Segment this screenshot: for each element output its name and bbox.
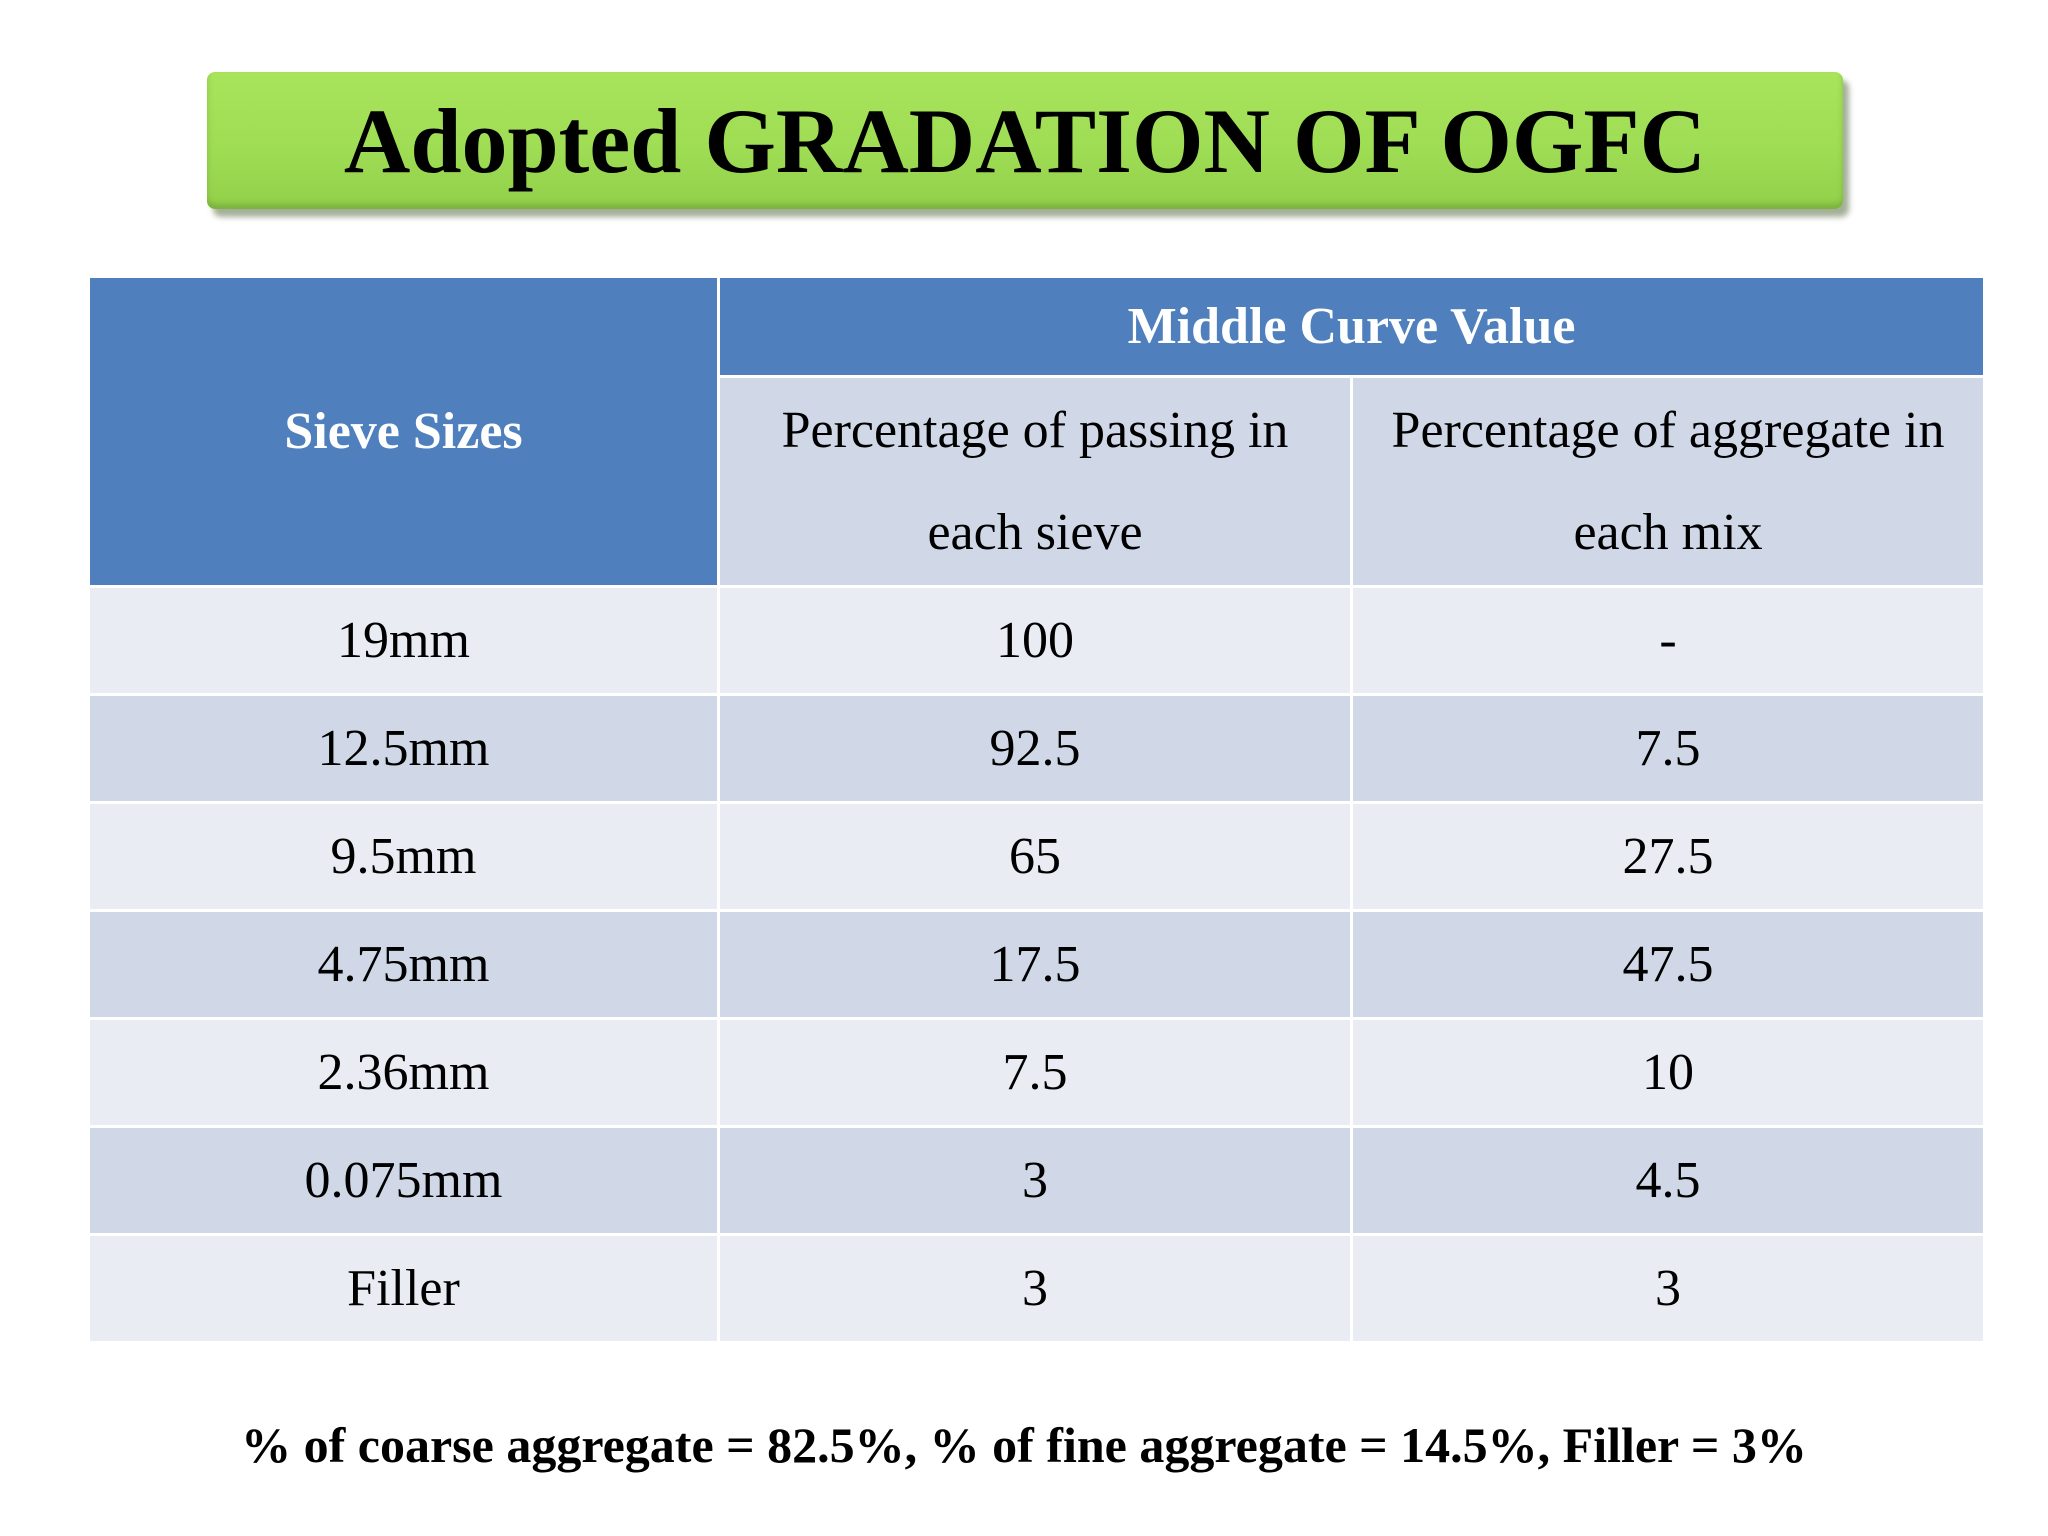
cell-sieve: 9.5mm <box>87 801 720 912</box>
table-row: 9.5mm 65 27.5 <box>87 801 1987 912</box>
cell-sieve: 0.075mm <box>87 1125 720 1236</box>
table-row: 2.36mm 7.5 10 <box>87 1017 1987 1128</box>
cell-sieve: 4.75mm <box>87 909 720 1020</box>
cell-sieve: 2.36mm <box>87 1017 720 1128</box>
header-percentage-passing: Percentage of passing in each sieve <box>717 375 1353 588</box>
header-middle-curve-value: Middle Curve Value <box>716 275 1987 378</box>
cell-passing: 17.5 <box>717 909 1353 1020</box>
cell-passing: 65 <box>717 801 1353 912</box>
table-row: 12.5mm 92.5 7.5 <box>87 693 1987 804</box>
header-percentage-aggregate: Percentage of aggregate in each mix <box>1349 375 1987 588</box>
gradation-table: Sieve Sizes Middle Curve Value Percentag… <box>87 275 1987 1344</box>
cell-aggregate: 27.5 <box>1349 801 1987 912</box>
table-row: 0.075mm 3 4.5 <box>87 1125 1987 1236</box>
cell-passing: 7.5 <box>717 1017 1353 1128</box>
cell-aggregate: 7.5 <box>1349 693 1987 804</box>
cell-sieve: 19mm <box>87 585 720 696</box>
cell-aggregate: 4.5 <box>1349 1125 1987 1236</box>
table-row: 19mm 100 - <box>87 585 1987 696</box>
cell-passing: 92.5 <box>717 693 1353 804</box>
cell-passing: 3 <box>717 1233 1353 1344</box>
cell-passing: 100 <box>717 585 1353 696</box>
table-row: 4.75mm 17.5 47.5 <box>87 909 1987 1020</box>
aggregate-summary-footnote: % of coarse aggregate = 82.5%, % of fine… <box>241 1417 1807 1473</box>
header-sieve-sizes: Sieve Sizes <box>87 275 720 588</box>
table-row: Filler 3 3 <box>87 1233 1987 1344</box>
cell-aggregate: 47.5 <box>1349 909 1987 1020</box>
cell-passing: 3 <box>717 1125 1353 1236</box>
cell-sieve: Filler <box>87 1233 720 1344</box>
title-banner: Adopted GRADATION OF OGFC <box>207 72 1843 209</box>
cell-aggregate: 10 <box>1349 1017 1987 1128</box>
cell-aggregate: 3 <box>1349 1233 1987 1344</box>
cell-sieve: 12.5mm <box>87 693 720 804</box>
page-title: Adopted GRADATION OF OGFC <box>343 89 1707 192</box>
cell-aggregate: - <box>1349 585 1987 696</box>
